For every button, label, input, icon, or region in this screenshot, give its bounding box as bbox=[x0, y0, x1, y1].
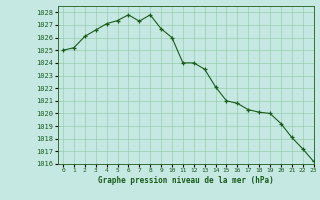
X-axis label: Graphe pression niveau de la mer (hPa): Graphe pression niveau de la mer (hPa) bbox=[98, 176, 274, 185]
